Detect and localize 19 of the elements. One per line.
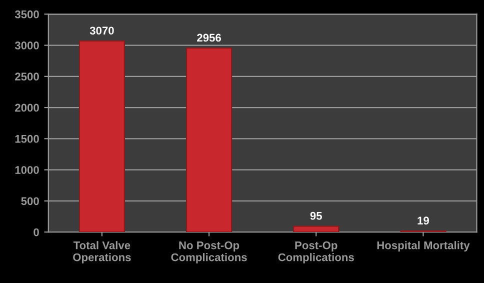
bar [293,226,340,232]
y-tick-label: 3000 [14,42,39,50]
bar [78,40,125,232]
y-tick-label: 2500 [15,72,39,81]
x-tick-label: Total Valve Operations [73,241,131,264]
y-tick-label: 1500 [15,134,39,143]
data-label: 95 [310,212,322,220]
bar [186,47,232,232]
data-label: 19 [418,216,429,225]
y-tick-label: 500 [21,197,39,206]
y-tick-label: 1000 [15,166,39,174]
y-tick-label: 0 [34,228,39,236]
x-tick-label: No Post-Op Complications [171,241,247,264]
y-tick-label: 3500 [14,10,39,18]
x-tick-label: Hospital Mortality [377,241,470,252]
data-label: 2956 [197,34,221,42]
data-label: 3070 [90,26,114,35]
y-tick-label: 2000 [15,104,39,112]
x-tick-label: Post-Op Complications [278,241,354,264]
